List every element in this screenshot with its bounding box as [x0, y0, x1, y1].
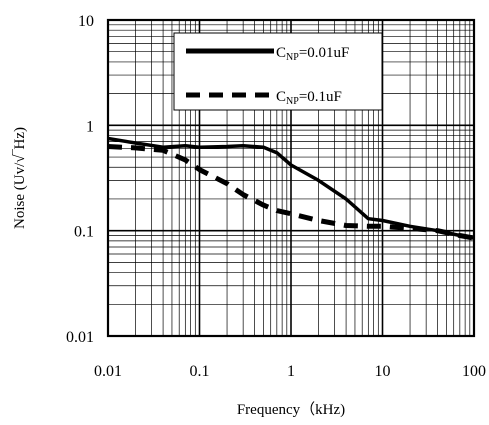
series-layer: [107, 136, 475, 241]
legend-label-0: CNP=0.01uF: [276, 45, 349, 63]
y-tick-labels: 0.01 0.1 1 10: [66, 13, 94, 346]
x-tick-label: 10: [375, 363, 391, 380]
x-tick-label: 0.1: [190, 363, 210, 380]
y-tick-label: 0.1: [74, 224, 94, 241]
x-tick-label: 100: [462, 363, 486, 380]
legend-box: [173, 32, 383, 111]
legend-label-1-sub: NP: [286, 96, 299, 107]
x-axis-label: Frequency（kHz): [237, 401, 345, 418]
legend-label-1-rest: =0.1uF: [299, 89, 342, 105]
series-line-1: [107, 144, 475, 241]
legend-label-1: CNP=0.1uF: [276, 89, 342, 107]
y-tick-label: 10: [78, 13, 94, 30]
y-tick-label: 1: [86, 118, 94, 135]
y-tick-label: 0.01: [66, 329, 94, 346]
x-tick-labels: 0.01 0.1 1 10 100: [94, 363, 486, 380]
legend-label-0-rest: =0.01uF: [299, 45, 350, 61]
y-axis-label: Noise (Uv/√‾Hz): [12, 127, 28, 229]
plot-frame: [106, 18, 476, 338]
legend-label-0-sub: NP: [286, 52, 299, 63]
x-tick-label: 0.01: [94, 363, 122, 380]
legend: CNP=0.01uF CNP=0.1uF: [173, 32, 383, 111]
legend-label-1-main: C: [276, 89, 286, 105]
x-tick-label: 1: [287, 363, 295, 380]
legend-label-0-main: C: [276, 45, 286, 61]
